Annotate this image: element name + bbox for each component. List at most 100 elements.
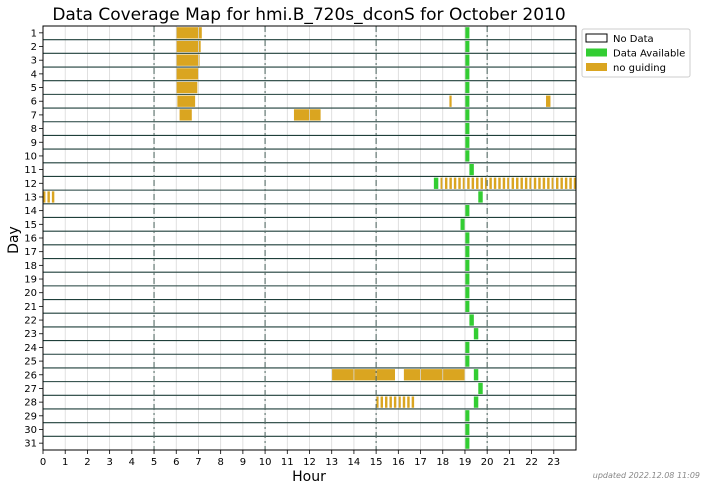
data-available-bar bbox=[464, 122, 470, 135]
y-tick-label: 30 bbox=[24, 425, 37, 436]
y-tick-label: 14 bbox=[24, 206, 37, 217]
y-tick-label: 18 bbox=[24, 261, 37, 272]
no-guiding-stripe bbox=[538, 177, 541, 189]
no-guiding-stripe bbox=[393, 396, 397, 408]
no-guiding-stripe bbox=[380, 396, 384, 408]
no-guiding-stripe bbox=[564, 177, 568, 189]
y-tick-label: 13 bbox=[24, 192, 37, 203]
data-available-bar bbox=[464, 81, 470, 94]
no-guiding-stripe bbox=[573, 177, 576, 189]
no-guiding-stripe bbox=[551, 177, 555, 189]
legend-label: No Data bbox=[613, 34, 654, 45]
x-tick-label: 17 bbox=[414, 457, 427, 468]
no-guiding-stripe bbox=[51, 191, 55, 203]
y-tick-label: 28 bbox=[24, 398, 37, 409]
legend-swatch bbox=[586, 63, 607, 71]
x-tick-label: 8 bbox=[217, 457, 223, 468]
no-guiding-stripe bbox=[385, 396, 388, 408]
legend-box bbox=[581, 28, 691, 78]
data-available-bar bbox=[473, 369, 479, 381]
data-available-bar bbox=[469, 163, 474, 176]
no-guiding-stripe bbox=[389, 396, 392, 408]
data-available-bar bbox=[464, 27, 470, 39]
data-available-bar bbox=[473, 396, 479, 408]
x-axis-label: Hour bbox=[292, 469, 326, 485]
no-guiding-stripe bbox=[453, 177, 457, 189]
no-guiding-stripe bbox=[516, 177, 519, 189]
no-guiding-bar bbox=[176, 54, 200, 66]
no-guiding-bar bbox=[179, 109, 192, 121]
legend-label: Data Available bbox=[613, 49, 685, 60]
data-available-bar bbox=[478, 382, 483, 395]
data-available-bar bbox=[464, 136, 470, 148]
no-guiding-stripe bbox=[489, 177, 492, 189]
no-guiding-stripe bbox=[556, 177, 559, 189]
x-tick-label: 1 bbox=[62, 457, 68, 468]
x-tick-label: 21 bbox=[503, 457, 516, 468]
no-guiding-bar bbox=[449, 95, 452, 107]
no-guiding-stripe bbox=[411, 396, 415, 408]
y-tick-label: 3 bbox=[31, 56, 37, 67]
x-tick-label: 2 bbox=[84, 457, 90, 468]
no-guiding-stripe bbox=[440, 177, 443, 189]
data-available-bar bbox=[464, 109, 470, 121]
no-guiding-stripe bbox=[471, 177, 475, 189]
y-tick-label: 22 bbox=[24, 316, 37, 327]
y-tick-label: 15 bbox=[24, 220, 37, 231]
x-tick-label: 6 bbox=[173, 457, 179, 468]
no-guiding-stripe bbox=[560, 177, 563, 189]
x-tick-label: 0 bbox=[40, 457, 46, 468]
x-tick-label: 20 bbox=[481, 457, 494, 468]
data-available-bar bbox=[464, 273, 470, 285]
y-tick-label: 23 bbox=[24, 329, 37, 340]
data-available-bar bbox=[464, 437, 470, 449]
no-guiding-stripe bbox=[529, 177, 532, 189]
x-tick-label: 5 bbox=[151, 457, 157, 468]
data-available-bar bbox=[464, 232, 470, 244]
data-available-bar bbox=[464, 410, 470, 422]
data-available-bar bbox=[464, 246, 470, 258]
no-guiding-stripe bbox=[402, 396, 406, 408]
no-guiding-stripe bbox=[507, 177, 510, 189]
no-guiding-stripe bbox=[569, 177, 572, 189]
x-tick-label: 7 bbox=[195, 457, 201, 468]
no-guiding-bar bbox=[331, 369, 396, 381]
no-guiding-stripe bbox=[476, 177, 479, 189]
no-guiding-stripe bbox=[449, 177, 452, 189]
y-tick-label: 17 bbox=[24, 247, 37, 258]
no-guiding-stripe bbox=[542, 177, 546, 189]
no-guiding-stripe bbox=[484, 177, 488, 189]
no-guiding-stripe bbox=[480, 177, 483, 189]
y-tick-label: 6 bbox=[31, 97, 37, 108]
no-guiding-stripe bbox=[502, 177, 506, 189]
y-tick-label: 25 bbox=[24, 357, 37, 368]
no-guiding-stripe bbox=[511, 177, 515, 189]
coverage-bars bbox=[43, 27, 576, 449]
data-available-bar bbox=[464, 259, 470, 271]
no-guiding-bar bbox=[293, 109, 321, 121]
x-tick-label: 23 bbox=[547, 457, 560, 468]
no-guiding-stripe bbox=[407, 396, 410, 408]
y-tick-label: 16 bbox=[24, 234, 37, 245]
no-guiding-bar bbox=[403, 369, 465, 381]
data-available-bar bbox=[478, 191, 483, 203]
no-guiding-stripe bbox=[524, 177, 528, 189]
no-guiding-stripe bbox=[47, 191, 50, 203]
no-guiding-stripe bbox=[547, 177, 550, 189]
y-tick-label: 19 bbox=[24, 275, 37, 286]
no-guiding-bar bbox=[176, 40, 201, 53]
x-tick-label: 22 bbox=[525, 457, 538, 468]
y-tick-label: 20 bbox=[24, 288, 37, 299]
data-available-bar bbox=[464, 341, 470, 354]
data-available-bar bbox=[469, 314, 474, 326]
x-tick-label: 3 bbox=[106, 457, 112, 468]
no-guiding-stripe bbox=[462, 177, 466, 189]
no-guiding-bar bbox=[546, 95, 551, 107]
y-tick-label: 8 bbox=[31, 124, 37, 135]
x-tick-label: 14 bbox=[348, 457, 361, 468]
no-guiding-stripe bbox=[458, 177, 461, 189]
data-available-bar bbox=[464, 300, 470, 313]
y-tick-label: 27 bbox=[24, 384, 37, 395]
no-guiding-stripe bbox=[533, 177, 537, 189]
